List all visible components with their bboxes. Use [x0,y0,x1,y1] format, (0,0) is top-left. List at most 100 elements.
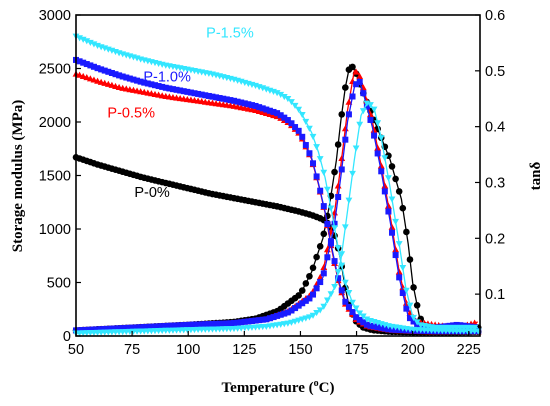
tan-delta-point [359,108,367,115]
storage-modulus-point [220,95,227,102]
storage-modulus-point [123,74,130,81]
storage-modulus-point [331,258,338,265]
tan-delta-point [334,141,342,148]
tan-delta-point [320,270,327,277]
tan-delta-point [256,317,263,324]
storage-modulus-point [169,86,176,93]
storage-modulus-point [83,38,91,45]
tan-delta-point [310,291,317,298]
tan-delta-point [227,320,234,327]
tan-delta-point [367,116,374,123]
storage-modulus-point [295,106,303,113]
tan-delta-point [292,305,299,312]
storage-modulus-point [83,61,90,68]
storage-modulus-point [324,221,331,228]
series-p-1-5 [72,33,482,337]
storage-modulus-point [327,205,335,212]
storage-modulus-point [310,160,317,167]
tan-delta-point [205,321,212,328]
tan-delta-point [94,326,101,333]
tan-delta-point [402,287,410,294]
storage-modulus-point [313,173,320,180]
storage-modulus-point [86,39,94,46]
storage-modulus-point [292,124,299,131]
tan-delta-point [141,324,148,331]
tan-delta-point [338,166,345,173]
storage-modulus-point [284,117,291,124]
storage-modulus-point [341,279,349,286]
tan-delta-point [370,106,378,113]
storage-modulus-point [152,82,159,89]
tan-delta-point [216,320,223,327]
tan-delta-point [341,224,349,231]
storage-modulus-point [141,79,148,86]
tan-delta-point [327,238,334,245]
tan-delta-point [381,188,388,195]
tan-delta-point [360,90,367,97]
tan-delta-point [388,196,396,203]
storage-modulus-point [216,95,223,102]
storage-modulus-point [241,100,248,107]
tan-delta-point [169,322,176,329]
tan-delta-point [349,170,356,177]
storage-modulus-point [112,71,119,78]
tan-delta-point [385,202,392,209]
tan-delta-point [80,327,87,334]
y2-axis-title: tanδ [528,161,544,190]
tan-delta-point [83,326,90,333]
tan-delta-point [385,208,392,215]
tan-delta-point [220,320,227,327]
storage-modulus-point [90,63,97,70]
tan-delta-point [87,326,94,333]
tan-delta-point [410,284,417,291]
tan-delta-point [353,81,360,88]
tan-delta-point [367,102,374,109]
x-tick-label: 75 [124,342,140,358]
tan-delta-line [75,100,478,334]
storage-modulus-point [367,322,374,329]
storage-modulus-point [359,313,367,320]
storage-modulus-point [108,69,115,76]
storage-modulus-point [234,98,241,105]
storage-modulus-point [105,68,112,75]
tan-delta-point [277,311,284,318]
tan-delta-point [302,297,309,304]
tan-delta-point [399,204,407,212]
storage-modulus-point [374,324,381,331]
storage-modulus-point [162,84,169,91]
tan-delta-point [331,283,338,291]
storage-modulus-point [345,290,353,297]
storage-modulus-point [116,72,123,79]
tan-delta-point [413,319,421,326]
tan-delta-point [338,154,346,162]
storage-modulus-point [198,91,205,98]
tan-delta-point [331,168,338,176]
storage-modulus-point [90,41,98,48]
tan-delta-point [284,309,291,316]
storage-modulus-point [281,114,288,121]
storage-modulus-point [334,245,342,252]
tan-delta-point [173,322,180,329]
storage-modulus-point [274,110,281,117]
storage-modulus-point [352,305,360,312]
storage-modulus-point [263,106,270,113]
tan-delta-point [155,323,162,330]
tan-delta-point [356,121,364,128]
tan-delta-point [352,145,360,152]
storage-modulus-point [349,299,356,306]
storage-modulus-point [155,83,162,90]
tan-delta-point [356,73,364,80]
storage-modulus-point [130,76,137,83]
tan-delta-point [338,111,346,118]
tan-delta-point [159,323,166,330]
storage-modulus-point [277,91,285,99]
y2-tick-label: 0.1 [485,287,505,303]
tan-delta-point [331,220,338,227]
tan-delta-point [399,290,406,297]
tan-delta-point [313,285,320,292]
y-tick-label: 3000 [39,8,71,24]
storage-modulus-point [381,325,388,332]
tan-delta-point [238,319,245,326]
tan-delta-point [299,300,306,307]
tan-delta-point [195,321,202,328]
